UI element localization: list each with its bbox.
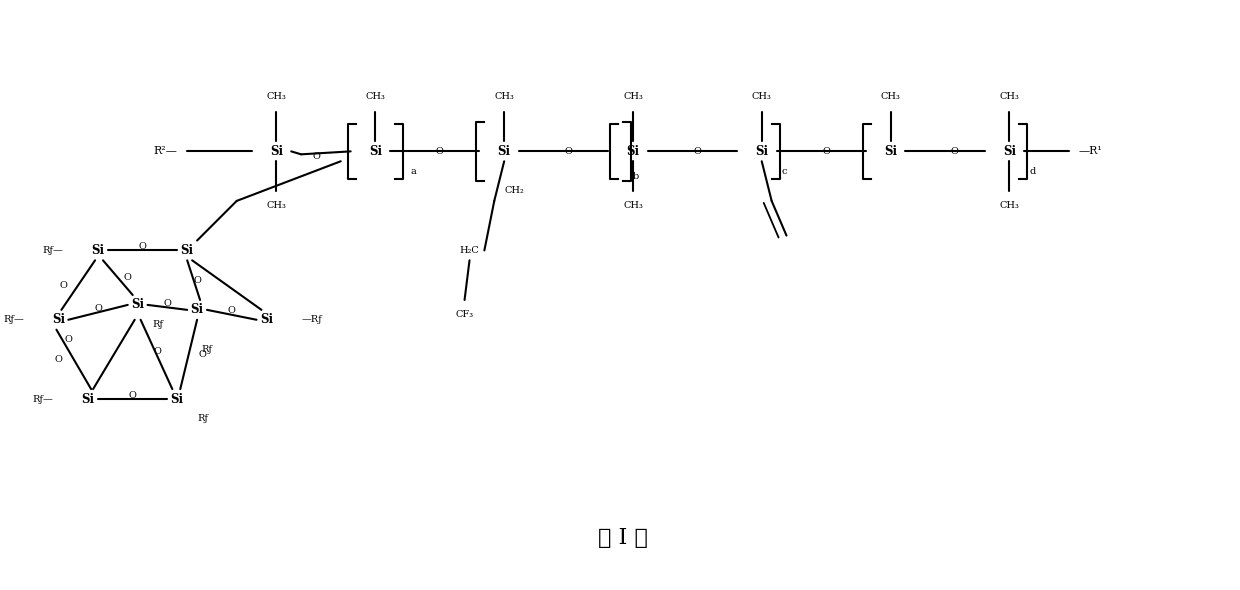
Text: O: O (129, 391, 136, 399)
Text: O: O (64, 335, 72, 344)
Text: Si: Si (884, 145, 897, 158)
Text: CH₃: CH₃ (267, 201, 286, 211)
Text: Si: Si (626, 145, 640, 158)
Text: Rƒ: Rƒ (202, 345, 212, 354)
Text: O: O (154, 348, 161, 356)
Text: c: c (781, 167, 787, 176)
Text: （ I ）: （ I ） (598, 527, 649, 549)
Text: O: O (139, 242, 146, 251)
Text: CH₃: CH₃ (366, 93, 386, 101)
Text: Si: Si (497, 145, 511, 158)
Text: O: O (164, 299, 171, 308)
Text: CH₃: CH₃ (880, 93, 900, 101)
Text: O: O (435, 147, 444, 156)
Text: O: O (60, 281, 67, 290)
Text: CH₃: CH₃ (999, 201, 1019, 211)
Text: Rƒ: Rƒ (197, 414, 208, 423)
Text: —Rƒ: —Rƒ (301, 315, 322, 324)
Text: a: a (410, 167, 415, 176)
Text: O: O (124, 273, 131, 282)
Text: CH₃: CH₃ (267, 93, 286, 101)
Text: Rƒ: Rƒ (153, 320, 162, 329)
Text: Si: Si (1003, 145, 1016, 158)
Text: O: O (193, 276, 201, 284)
Text: —R¹: —R¹ (1079, 146, 1102, 156)
Text: O: O (55, 355, 62, 364)
Text: Si: Si (260, 313, 273, 326)
Text: H₂C: H₂C (460, 246, 480, 255)
Text: Si: Si (82, 392, 94, 405)
Text: O: O (693, 147, 702, 156)
Text: d: d (1029, 167, 1035, 176)
Text: Si: Si (131, 299, 144, 312)
Text: CH₃: CH₃ (622, 201, 642, 211)
Text: CH₃: CH₃ (999, 93, 1019, 101)
Text: CH₃: CH₃ (622, 93, 642, 101)
Text: CH₂: CH₂ (505, 186, 525, 195)
Text: Si: Si (52, 313, 64, 326)
Text: CF₃: CF₃ (455, 310, 474, 319)
Text: Rƒ—: Rƒ— (42, 246, 63, 255)
Text: Si: Si (368, 145, 382, 158)
Text: O: O (564, 147, 573, 156)
Text: Rƒ—: Rƒ— (2, 315, 24, 324)
Text: Si: Si (755, 145, 769, 158)
Text: CH₃: CH₃ (495, 93, 515, 101)
Text: O: O (198, 350, 206, 359)
Text: R²—: R²— (154, 146, 177, 156)
Text: CH₃: CH₃ (751, 93, 771, 101)
Text: O: O (228, 306, 236, 315)
Text: Rƒ—: Rƒ— (32, 395, 53, 404)
Text: Si: Si (92, 244, 104, 257)
Text: O: O (822, 147, 830, 156)
Text: O: O (951, 147, 959, 156)
Text: O: O (312, 152, 320, 161)
Text: Si: Si (191, 303, 203, 316)
Text: Si: Si (270, 145, 283, 158)
Text: Si: Si (171, 392, 184, 405)
Text: Si: Si (181, 244, 193, 257)
Text: O: O (94, 304, 102, 313)
Text: b: b (632, 172, 639, 181)
